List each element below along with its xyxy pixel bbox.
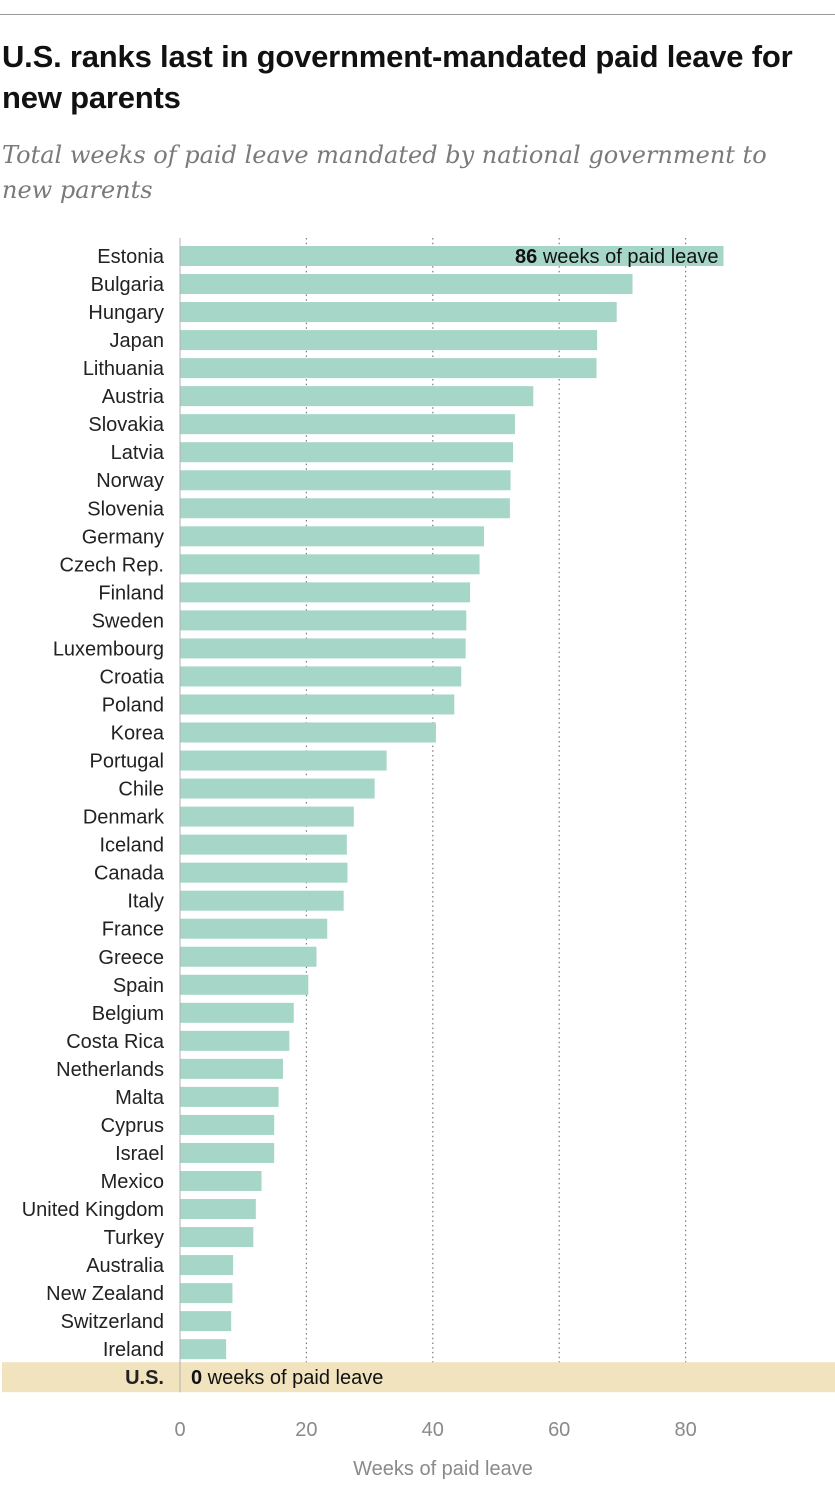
bar-spain [180, 974, 309, 995]
bar-croatia [180, 666, 462, 687]
category-label-mexico: Mexico [101, 1171, 164, 1193]
category-label-canada: Canada [94, 863, 165, 885]
category-label-australia: Australia [86, 1255, 165, 1277]
category-label-new-zealand: New Zealand [46, 1283, 164, 1305]
category-label-portugal: Portugal [90, 751, 165, 773]
category-label-united-kingdom: United Kingdom [22, 1199, 164, 1221]
category-label-turkey: Turkey [104, 1227, 164, 1249]
category-label-germany: Germany [82, 526, 164, 548]
category-label-cyprus: Cyprus [101, 1115, 164, 1137]
x-tick-label-80: 80 [674, 1419, 696, 1441]
bar-finland [180, 582, 471, 603]
category-label-israel: Israel [115, 1143, 164, 1165]
category-label-costa-rica: Costa Rica [66, 1031, 165, 1053]
top-rule [0, 14, 835, 15]
bar-luxembourg [180, 638, 466, 659]
annotation-top-value: 86 [515, 246, 537, 268]
bar-bulgaria [180, 274, 633, 295]
annotation-top-text: weeks of paid leave [537, 246, 718, 268]
x-axis-title: Weeks of paid leave [353, 1458, 533, 1480]
category-label-poland: Poland [102, 694, 164, 716]
category-label-malta: Malta [115, 1087, 165, 1109]
category-label-japan: Japan [110, 330, 165, 352]
bar-switzerland [180, 1311, 232, 1332]
annotation-us-text: weeks of paid leave [202, 1367, 383, 1389]
bar-netherlands [180, 1058, 284, 1079]
bar-germany [180, 526, 484, 547]
bar-latvia [180, 442, 514, 463]
x-tick-label-0: 0 [174, 1419, 185, 1441]
bar-greece [180, 946, 317, 967]
bar-japan [180, 330, 598, 351]
bar-malta [180, 1086, 279, 1107]
annotation-us: 0 weeks of paid leave [191, 1367, 383, 1389]
bar-ireland [180, 1339, 227, 1360]
category-label-ireland: Ireland [103, 1339, 164, 1361]
category-label-chile: Chile [118, 779, 164, 801]
annotation-top: 86 weeks of paid leave [515, 246, 718, 268]
category-label-u-s: U.S. [125, 1367, 164, 1389]
bar-norway [180, 470, 511, 491]
category-label-luxembourg: Luxembourg [53, 638, 164, 660]
category-label-hungary: Hungary [88, 302, 164, 324]
bar-korea [180, 722, 436, 743]
x-tick-label-20: 20 [295, 1419, 317, 1441]
category-label-austria: Austria [102, 386, 165, 408]
bar-austria [180, 386, 534, 407]
bar-new-zealand [180, 1283, 233, 1304]
bar-chile [180, 778, 375, 799]
category-label-switzerland: Switzerland [61, 1311, 164, 1333]
bar-denmark [180, 806, 354, 827]
bar-mexico [180, 1170, 262, 1191]
bar-united-kingdom [180, 1199, 256, 1220]
bar-sweden [180, 610, 467, 631]
bar-france [180, 918, 328, 939]
us-highlight-band [2, 1362, 835, 1393]
category-label-korea: Korea [111, 723, 165, 745]
bar-israel [180, 1142, 275, 1163]
bar-costa-rica [180, 1030, 290, 1051]
bar-hungary [180, 302, 617, 323]
category-label-latvia: Latvia [111, 442, 165, 464]
bar-czech-rep [180, 554, 480, 575]
bar-lithuania [180, 358, 597, 379]
bar-belgium [180, 1002, 294, 1023]
category-label-netherlands: Netherlands [56, 1059, 164, 1081]
category-label-croatia: Croatia [100, 666, 165, 688]
category-label-italy: Italy [127, 891, 164, 913]
bar-canada [180, 862, 348, 883]
x-tick-label-60: 60 [548, 1419, 570, 1441]
category-label-czech-rep: Czech Rep. [60, 554, 165, 576]
bar-slovakia [180, 414, 515, 435]
annotation-us-value: 0 [191, 1367, 202, 1389]
x-tick-label-40: 40 [422, 1419, 444, 1441]
bar-estonia [180, 246, 724, 266]
category-label-bulgaria: Bulgaria [91, 274, 165, 296]
bar-chart: Estonia Bulgaria Hungary Japan Lithuania Aust… [2, 238, 835, 1480]
category-label-france: France [102, 919, 164, 941]
chart-title: U.S. ranks last in government-mandated p… [2, 39, 793, 115]
category-label-greece: Greece [98, 947, 164, 969]
category-label-finland: Finland [98, 582, 164, 604]
bar-australia [180, 1255, 234, 1276]
category-label-iceland: Iceland [100, 835, 165, 857]
category-label-norway: Norway [96, 470, 164, 492]
bar-poland [180, 694, 455, 715]
category-label-slovakia: Slovakia [88, 414, 164, 436]
category-label-slovenia: Slovenia [87, 498, 165, 520]
bar-italy [180, 890, 344, 911]
bar-turkey [180, 1227, 254, 1248]
category-label-estonia: Estonia [97, 246, 165, 268]
category-label-lithuania: Lithuania [83, 358, 165, 380]
category-label-sweden: Sweden [92, 610, 164, 632]
category-label-spain: Spain [113, 975, 164, 997]
category-label-denmark: Denmark [83, 807, 165, 829]
category-label-belgium: Belgium [92, 1003, 164, 1025]
bar-iceland [180, 834, 347, 855]
bar-cyprus [180, 1114, 275, 1135]
chart-subtitle: Total weeks of paid leave mandated by na… [2, 141, 767, 204]
bar-portugal [180, 750, 387, 771]
bar-slovenia [180, 498, 510, 519]
